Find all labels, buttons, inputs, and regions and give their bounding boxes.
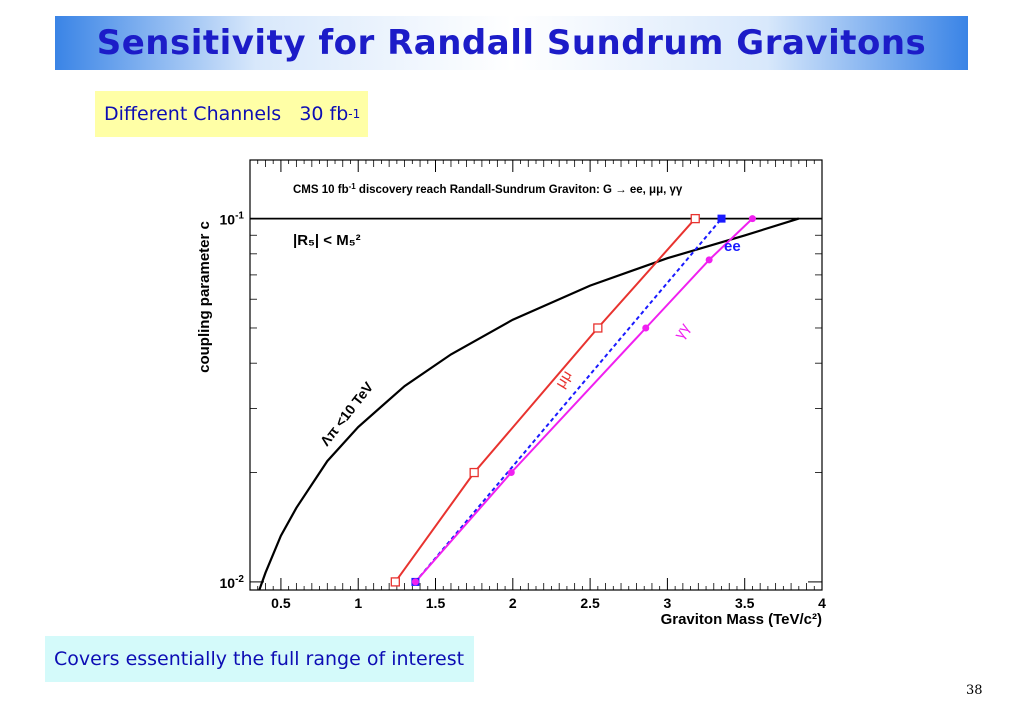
chart-figure: 0.5 1 1.5 2 2.5 3 3.5 4 10-2 10-1 μμ ee γγ CMS 10 f… xyxy=(195,157,835,635)
y-axis-label: coupling parameter c xyxy=(196,221,213,373)
ee-series-label: ee xyxy=(724,238,741,255)
hline-label: |R₅| < M₅² xyxy=(293,232,361,249)
mumu-point xyxy=(390,577,400,587)
mumu-point xyxy=(469,467,479,478)
x-tick-label: 0.5 xyxy=(271,595,291,611)
y-tick-label: 10-1 xyxy=(220,211,245,228)
chart-title: CMS 10 fb-1 discovery reach Randall-Sund… xyxy=(293,182,683,196)
page-number: 38 xyxy=(966,683,983,698)
ee-point xyxy=(717,214,726,223)
x-tick-label: 4 xyxy=(818,595,826,611)
x-tick-label: 1.5 xyxy=(426,595,446,611)
mumu-series-label: μμ xyxy=(552,367,576,391)
axis-ticks: 0.5 1 1.5 2 2.5 3 3.5 4 10-2 10-1 xyxy=(220,160,826,611)
gammagamma-point xyxy=(507,469,515,477)
gammagamma-point xyxy=(411,578,419,586)
bound-curve xyxy=(258,217,800,591)
mumu-point xyxy=(690,213,700,224)
gammagamma-point xyxy=(705,256,713,264)
y-tick-label: 10-2 xyxy=(220,574,245,591)
x-tick-label: 1 xyxy=(354,595,362,611)
caption-text: Covers essentially the full range of int… xyxy=(54,648,465,670)
mumu-point xyxy=(593,323,603,333)
subtitle-box: Different Channels 30 fb -1 xyxy=(95,91,369,137)
x-tick-label: 3.5 xyxy=(735,595,755,611)
gammagamma-point xyxy=(748,215,756,223)
ee-line xyxy=(414,217,723,583)
plot-frame xyxy=(249,159,823,591)
x-tick-label: 3 xyxy=(664,595,672,611)
title-bar: Sensitivity for Randall Sundrum Graviton… xyxy=(55,16,968,70)
mumu-line xyxy=(394,217,696,583)
gammagamma-point xyxy=(642,324,650,332)
x-axis-label: Graviton Mass (TeV/c²) xyxy=(661,611,822,628)
subtitle-exponent: -1 xyxy=(348,107,361,121)
caption-box: Covers essentially the full range of int… xyxy=(45,636,475,682)
subtitle-text: Different Channels 30 fb xyxy=(104,103,349,125)
x-tick-label: 2 xyxy=(509,595,517,611)
x-tick-label: 2.5 xyxy=(580,595,600,611)
slide-title: Sensitivity for Randall Sundrum Graviton… xyxy=(96,23,927,63)
